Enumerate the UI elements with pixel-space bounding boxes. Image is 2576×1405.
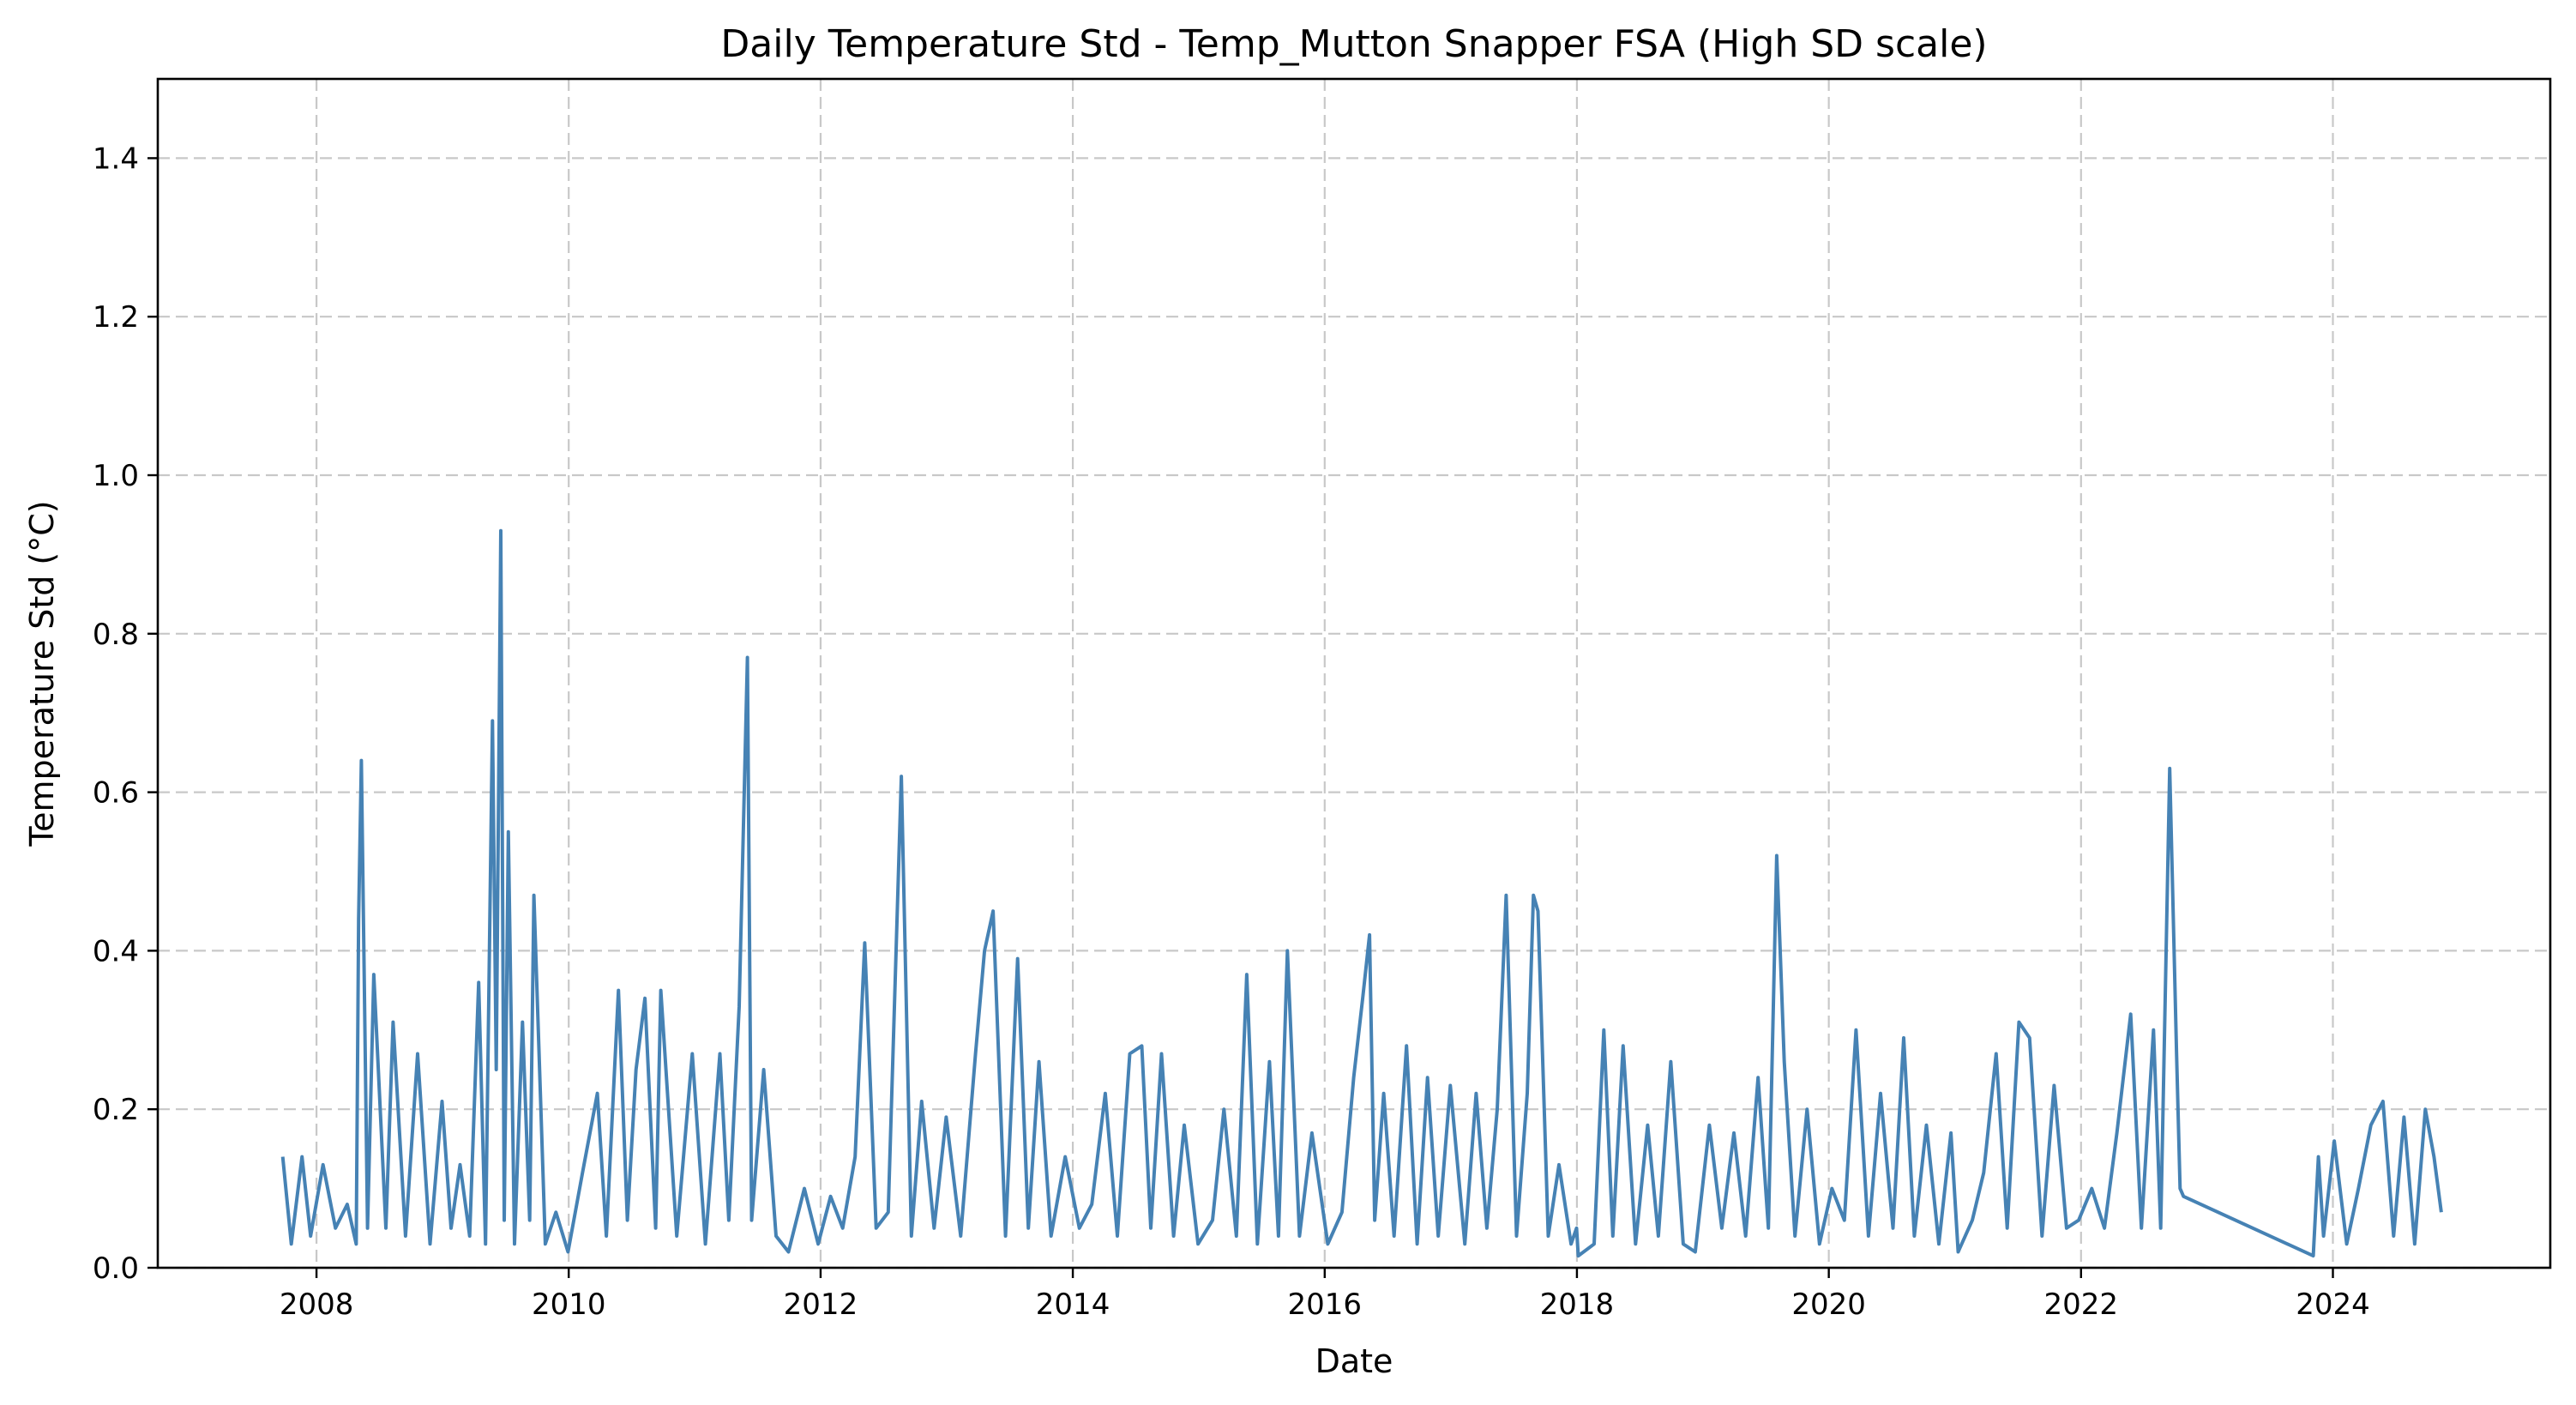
y-tick-label: 0.8: [93, 618, 139, 652]
y-tick-label: 0.6: [93, 776, 139, 811]
y-tick-label: 1.4: [93, 142, 139, 176]
y-tick-label: 0.2: [93, 1093, 139, 1127]
y-tick-label: 1.0: [93, 459, 139, 493]
x-tick-label: 2018: [1540, 1287, 1615, 1322]
x-tick-label: 2020: [1791, 1287, 1866, 1322]
x-tick-label: 2022: [2044, 1287, 2119, 1322]
x-tick-label: 2014: [1036, 1287, 1110, 1322]
series-line: [280, 528, 2443, 1258]
chart-title: Daily Temperature Std - Temp_Mutton Snap…: [720, 22, 1987, 66]
y-axis-label: Temperature Std (°C): [23, 500, 61, 847]
series-layer: [280, 528, 2443, 1258]
x-tick-label: 2024: [2296, 1287, 2370, 1322]
y-tick-label: 0.0: [93, 1251, 139, 1286]
x-tick-label: 2010: [532, 1287, 606, 1322]
y-tick-label: 1.2: [93, 300, 139, 335]
x-tick-label: 2012: [784, 1287, 858, 1322]
y-tick-label: 0.4: [93, 934, 139, 968]
x-tick-label: 2016: [1288, 1287, 1363, 1322]
x-axis-label: Date: [1315, 1342, 1393, 1380]
grid-layer: [158, 79, 2550, 1269]
plot-frame: [156, 77, 2552, 1269]
ticks-layer: 2008 2010 2012 2014 2016 2018 2020 2022 2024 0.0 0…: [93, 142, 2370, 1322]
x-tick-label: 2008: [280, 1287, 354, 1322]
